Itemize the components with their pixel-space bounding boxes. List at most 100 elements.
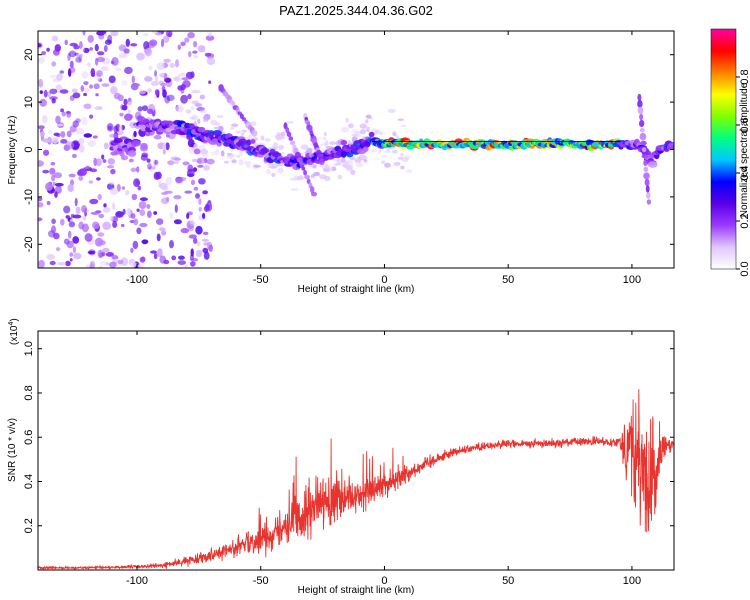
- spectrogram-noise-blob: [50, 161, 56, 166]
- snr-background: [38, 331, 674, 570]
- spectrogram-branch-blob: [304, 174, 310, 180]
- spectrogram-noise-blob: [108, 75, 116, 84]
- spectrogram-noise-blob: [184, 37, 190, 43]
- spectrogram-branch-blob: [645, 185, 650, 193]
- spectrogram-noise-blob: [136, 52, 146, 61]
- spectrogram-noise-blob: [195, 249, 203, 258]
- spectrogram-branch-blob: [639, 113, 644, 121]
- spectrogram-haze-blob: [406, 169, 413, 174]
- spectrogram-haze-blob: [230, 148, 234, 152]
- spectrogram-haze-blob: [277, 167, 284, 174]
- spectrogram-noise-blob: [130, 167, 137, 172]
- spectrogram-noise-blob: [68, 50, 77, 58]
- spectrogram-noise-blob: [166, 94, 175, 102]
- spectrogram-haze-blob: [224, 160, 229, 164]
- spectrogram-noise-blob: [165, 142, 170, 151]
- spectrogram-noise-blob: [43, 149, 50, 156]
- spectrogram-noise-blob: [173, 160, 179, 165]
- spectrogram-noise-blob: [93, 157, 97, 167]
- spectrogram-haze-blob: [365, 114, 372, 119]
- spectrogram-noise-blob: [139, 222, 148, 228]
- spectrogram-noise-blob: [88, 180, 94, 184]
- spectrogram-noise-blob: [70, 67, 76, 73]
- spectrogram-haze-blob: [216, 114, 224, 119]
- spectrogram-haze-blob: [364, 119, 369, 124]
- spectrogram-noise-blob: [59, 89, 69, 94]
- spectrogram-noise-blob: [202, 212, 206, 219]
- spectrogram-noise-blob: [71, 88, 78, 93]
- spectrogram-noise-blob: [198, 198, 202, 205]
- spectrogram-noise-blob: [101, 83, 110, 87]
- spectrogram-noise-blob: [97, 31, 107, 35]
- spectrogram-noise-blob: [205, 35, 215, 41]
- spectrogram-noise-blob: [38, 57, 45, 64]
- spectrogram-noise-blob: [78, 175, 84, 181]
- spectrogram-noise-blob: [131, 75, 135, 84]
- spectrogram-noise-blob: [65, 110, 71, 114]
- spectrogram-branch-blob: [637, 106, 644, 115]
- spectrogram-noise-blob: [53, 172, 63, 179]
- spectrogram-branch-blob: [301, 166, 306, 171]
- spectrogram-haze-blob: [355, 162, 364, 168]
- spectrogram-noise-blob: [49, 260, 56, 266]
- colorbar-label: Normalized spectral amplitude: [739, 82, 750, 217]
- spectrogram-noise-blob: [54, 191, 58, 198]
- spectrogram-noise-blob: [193, 237, 198, 244]
- spectrogram-noise-blob: [178, 255, 185, 260]
- spectrogram-noise-blob: [160, 38, 165, 48]
- spectrogram-noise-blob: [142, 33, 149, 37]
- spectrogram-noise-blob: [83, 87, 90, 93]
- spectrogram-haze-blob: [354, 159, 362, 162]
- spectrogram-haze-blob: [210, 119, 218, 126]
- spectrogram-xlabel: Height of straight line (km): [298, 284, 415, 295]
- spectrogram-noise-blob: [119, 124, 123, 133]
- spectrogram-haze-blob: [321, 163, 330, 170]
- spectrogram-noise-blob: [163, 72, 168, 82]
- colorbar-frame: [710, 28, 737, 270]
- spectrogram-noise-blob: [52, 137, 59, 145]
- spectrogram-haze-blob: [229, 126, 235, 130]
- spectrogram-noise-blob: [66, 130, 72, 138]
- spectrogram-noise-blob: [195, 225, 203, 235]
- spectrogram-haze-blob: [197, 118, 201, 124]
- spectrogram-noise-blob: [96, 177, 101, 181]
- spectrogram-noise-blob: [53, 232, 60, 240]
- spectrogram-noise-blob: [133, 218, 139, 226]
- snr-xlabel: Height of straight line (km): [298, 585, 415, 596]
- spectrogram-haze-blob: [387, 108, 396, 113]
- snr-x-ticks: -100 -50 0 50 100: [126, 331, 641, 587]
- spectrogram-noise-blob: [97, 51, 105, 56]
- spectrogram-haze-blob: [275, 163, 284, 167]
- spectrogram-noise-blob: [180, 72, 186, 77]
- spectrogram-ridge-blob: [368, 131, 375, 138]
- spectrogram-noise-blob: [80, 48, 85, 52]
- spectrogram-noise-blob: [68, 221, 76, 228]
- snr-scale-base: (x10: [9, 325, 20, 345]
- spectrogram-noise-blob: [51, 98, 56, 104]
- spectrogram-noise-blob: [143, 41, 150, 50]
- spectrogram-noise-blob: [99, 265, 103, 268]
- spectrogram-haze-blob: [202, 116, 208, 120]
- spectrogram-noise-blob: [46, 201, 51, 205]
- spectrogram-noise-blob: [78, 168, 87, 176]
- spectrogram-noise-blob: [191, 158, 198, 163]
- colorbar-gradient: [711, 29, 736, 269]
- spectrogram-noise-blob: [169, 63, 176, 68]
- spectrogram-noise-blob: [121, 80, 128, 86]
- spectrogram-noise-blob: [198, 178, 206, 185]
- spectrogram-noise-blob: [162, 149, 166, 155]
- spectrogram-haze-blob: [193, 143, 198, 149]
- spectrogram-haze-blob: [341, 126, 349, 133]
- spectrogram-noise-blob: [193, 54, 199, 59]
- spectrogram-noise-blob: [184, 264, 189, 268]
- spectrogram-haze-blob: [401, 124, 406, 128]
- spectrogram-noise-blob: [137, 106, 143, 112]
- snr-x-tick-label: -50: [253, 575, 269, 587]
- spectrogram-noise-blob: [103, 203, 107, 208]
- spectrogram-noise-blob: [171, 255, 177, 261]
- spectrogram-noise-blob: [153, 253, 158, 260]
- spectrogram-noise-blob: [153, 211, 158, 215]
- spectrogram-noise-blob: [49, 167, 56, 175]
- spectrogram-haze-blob: [274, 134, 283, 140]
- spectrogram-noise-blob: [42, 169, 50, 174]
